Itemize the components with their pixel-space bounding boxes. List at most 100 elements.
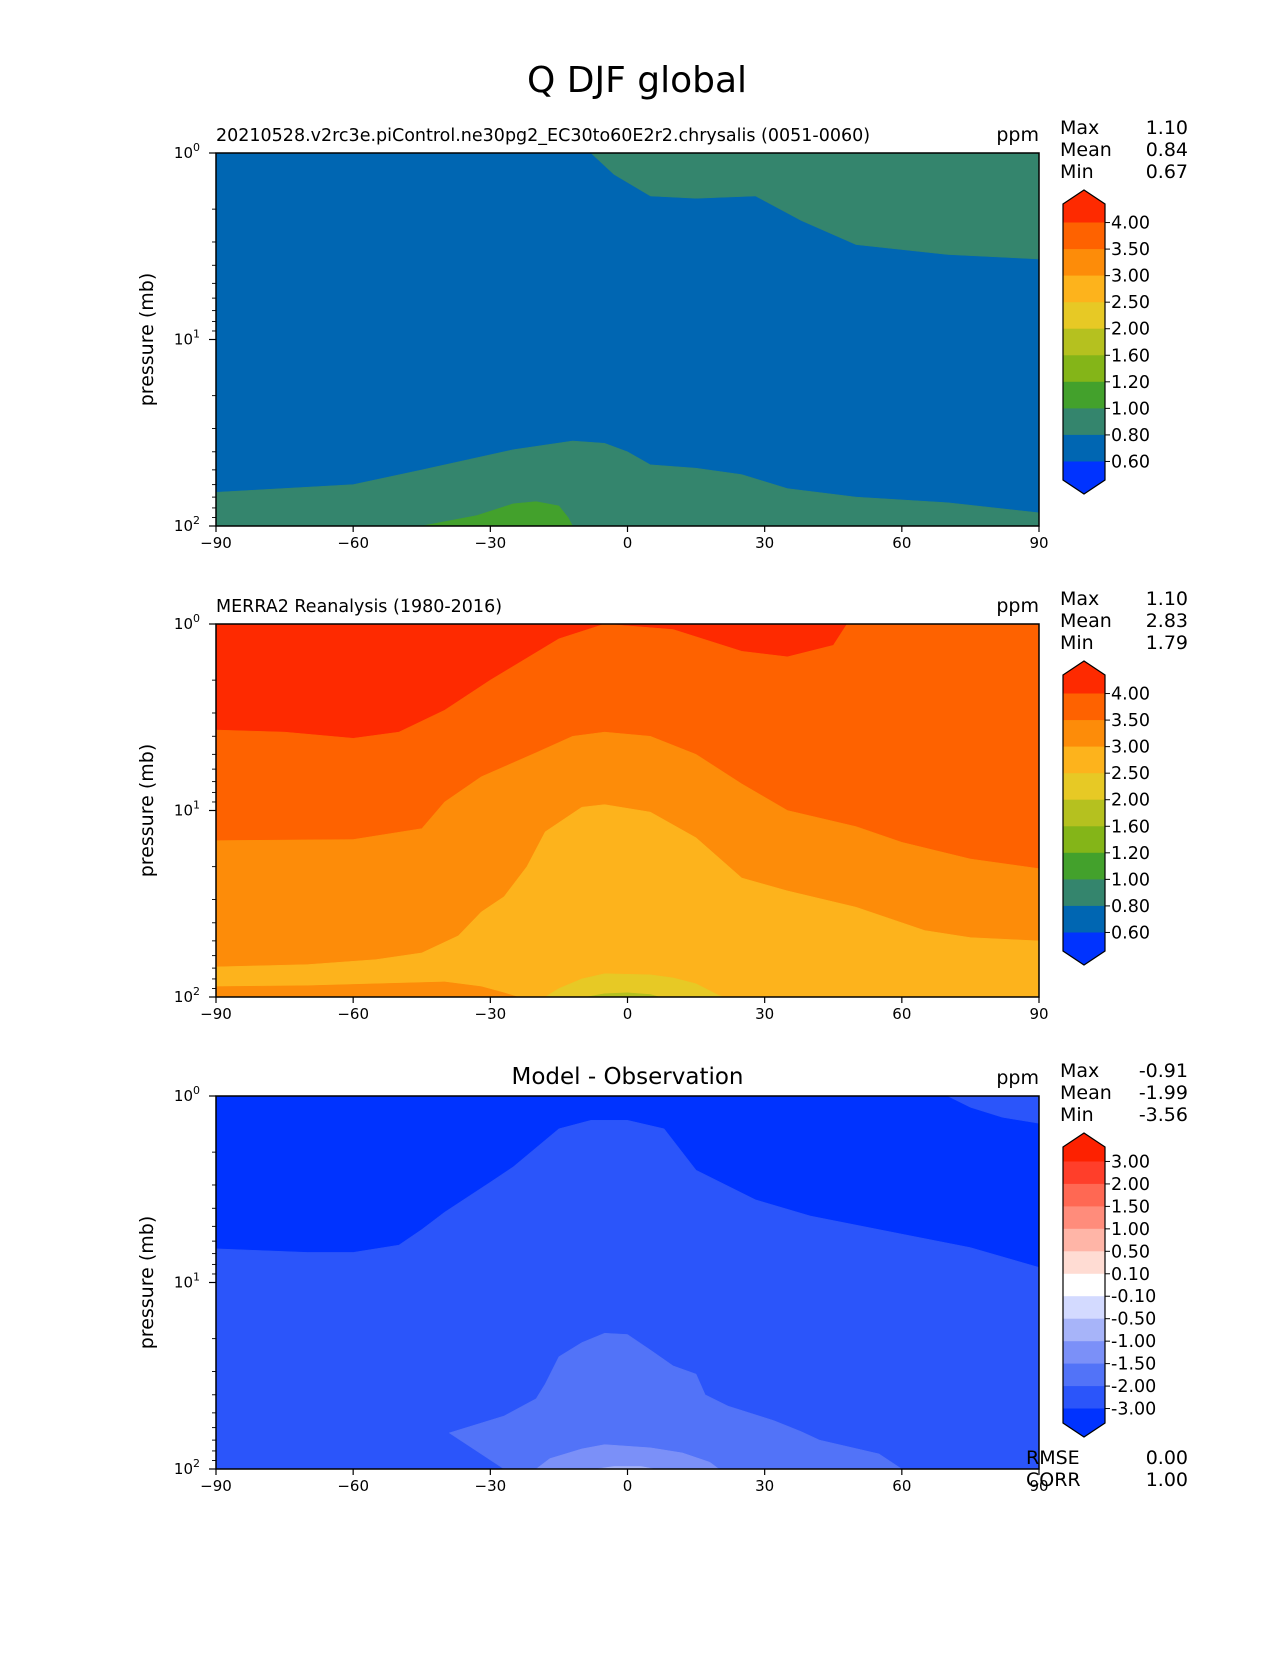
colorbar-segment bbox=[1063, 1273, 1105, 1297]
colorbar-segment bbox=[1063, 1228, 1105, 1252]
units-label: ppm bbox=[996, 124, 1039, 146]
colorbar-segment bbox=[1063, 1206, 1105, 1230]
colorbar-tick-label: 2.50 bbox=[1111, 293, 1150, 313]
stat-value: 0.84 bbox=[1146, 139, 1188, 161]
stat-value: -0.91 bbox=[1139, 1060, 1188, 1082]
colorbar-segment bbox=[1063, 328, 1105, 356]
colorbar-tick-label: 2.00 bbox=[1111, 320, 1150, 340]
stat-value: 1.10 bbox=[1146, 588, 1188, 610]
stat-label: Max bbox=[1060, 1060, 1099, 1082]
colorbar-segment bbox=[1063, 249, 1105, 277]
colorbar: -3.00-2.00-1.50-1.00-0.50-0.100.100.501.… bbox=[1062, 1132, 1156, 1438]
colorbar-tick-label: -3.00 bbox=[1111, 1400, 1156, 1420]
stat-value: 2.83 bbox=[1146, 610, 1188, 632]
contour-region bbox=[216, 1120, 1039, 1469]
x-tick-label: −90 bbox=[200, 1005, 232, 1023]
colorbar-segment bbox=[1063, 852, 1105, 880]
contour-region bbox=[448, 1332, 903, 1469]
footer-stat-value: 1.00 bbox=[1146, 1469, 1188, 1491]
x-tick-label: 30 bbox=[755, 1477, 774, 1495]
footer-stat-value: 0.00 bbox=[1146, 1447, 1188, 1469]
y-tick-exponent: 1 bbox=[193, 1271, 200, 1284]
colorbar-tick-label: 0.80 bbox=[1111, 897, 1150, 917]
colorbar-tick-label: 2.50 bbox=[1111, 764, 1150, 784]
colorbar-tick-label: 3.00 bbox=[1111, 267, 1150, 287]
y-tick-label: 102 bbox=[174, 1457, 200, 1478]
colorbar-segment bbox=[1063, 1386, 1105, 1410]
colorbar-segment bbox=[1063, 355, 1105, 383]
colorbar-segment bbox=[1063, 302, 1105, 330]
contour-region bbox=[216, 804, 1039, 997]
colorbar-segment bbox=[1063, 1161, 1105, 1185]
y-tick-exponent: 0 bbox=[193, 612, 200, 625]
y-tick-exponent: 2 bbox=[193, 514, 200, 527]
y-tick-label: 102 bbox=[174, 985, 200, 1006]
colorbar-tick-label: 0.10 bbox=[1111, 1265, 1150, 1285]
colorbar-segment bbox=[1063, 720, 1105, 748]
colorbar-segment bbox=[1063, 799, 1105, 827]
x-tick-label: 0 bbox=[623, 1005, 633, 1023]
stat-value: -1.99 bbox=[1139, 1082, 1188, 1104]
colorbar-tick-label: 1.00 bbox=[1111, 870, 1150, 890]
x-tick-label: −30 bbox=[475, 1477, 507, 1495]
colorbar-segment bbox=[1063, 1251, 1105, 1275]
x-tick-label: 30 bbox=[755, 534, 774, 552]
x-tick-label: −90 bbox=[200, 1477, 232, 1495]
footer-stat-label: CORR bbox=[1026, 1469, 1081, 1491]
colorbar-segment bbox=[1063, 661, 1105, 694]
figure-title: Q DJF global bbox=[527, 60, 747, 101]
colorbar-segment bbox=[1063, 773, 1105, 801]
y-tick-exponent: 0 bbox=[193, 141, 200, 154]
colorbar-tick-label: -1.50 bbox=[1111, 1355, 1156, 1375]
colorbar-tick-label: 1.00 bbox=[1111, 1220, 1150, 1240]
x-tick-label: −60 bbox=[337, 534, 369, 552]
x-tick-label: −60 bbox=[337, 1477, 369, 1495]
x-tick-label: 90 bbox=[1029, 1005, 1048, 1023]
colorbar-segment bbox=[1063, 275, 1105, 303]
colorbar-tick-label: 3.50 bbox=[1111, 240, 1150, 260]
colorbar-segment bbox=[1063, 461, 1105, 494]
colorbar-tick-label: -2.00 bbox=[1111, 1377, 1156, 1397]
colorbar-segment bbox=[1063, 1363, 1105, 1387]
x-tick-label: 90 bbox=[1029, 534, 1048, 552]
colorbar-tick-label: 3.00 bbox=[1111, 1152, 1150, 1172]
units-label: ppm bbox=[996, 595, 1039, 617]
contour-fills bbox=[216, 624, 1039, 997]
contour-region bbox=[535, 1444, 720, 1469]
colorbar-outline bbox=[1062, 1132, 1106, 1438]
colorbar-segment bbox=[1063, 932, 1105, 965]
units-label: ppm bbox=[996, 1067, 1039, 1089]
x-tick-label: −30 bbox=[475, 1005, 507, 1023]
colorbar-tick-label: 4.00 bbox=[1111, 685, 1150, 705]
colorbar-tick-label: -0.10 bbox=[1111, 1287, 1156, 1307]
colorbar-segment bbox=[1063, 381, 1105, 409]
y-axis-label: pressure (mb) bbox=[136, 744, 158, 878]
x-tick-label: 0 bbox=[623, 534, 633, 552]
colorbar-segment bbox=[1063, 434, 1105, 462]
colorbar-tick-label: 3.50 bbox=[1111, 711, 1150, 731]
x-tick-label: 60 bbox=[892, 534, 911, 552]
y-tick-exponent: 0 bbox=[193, 1084, 200, 1097]
colorbar-tick-label: 1.60 bbox=[1111, 346, 1150, 366]
stat-label: Min bbox=[1060, 632, 1094, 654]
colorbar-segment bbox=[1063, 905, 1105, 933]
stat-value: 1.10 bbox=[1146, 117, 1188, 139]
colorbar-tick-label: 1.60 bbox=[1111, 817, 1150, 837]
x-tick-label: 30 bbox=[755, 1005, 774, 1023]
colorbar-tick-label: 1.20 bbox=[1111, 844, 1150, 864]
x-tick-label: −60 bbox=[337, 1005, 369, 1023]
colorbar-segment bbox=[1063, 1296, 1105, 1320]
contour-region bbox=[216, 440, 1039, 526]
panel-title: MERRA2 Reanalysis (1980-2016) bbox=[216, 597, 502, 617]
x-tick-label: −30 bbox=[475, 534, 507, 552]
colorbar-tick-label: -1.00 bbox=[1111, 1332, 1156, 1352]
contour-region bbox=[216, 153, 1039, 526]
colorbar-segment bbox=[1063, 1408, 1105, 1437]
colorbar-tick-label: 0.50 bbox=[1111, 1242, 1150, 1262]
stat-label: Max bbox=[1060, 588, 1099, 610]
stat-value: 1.79 bbox=[1146, 632, 1188, 654]
colorbar-tick-label: 0.60 bbox=[1111, 452, 1150, 472]
